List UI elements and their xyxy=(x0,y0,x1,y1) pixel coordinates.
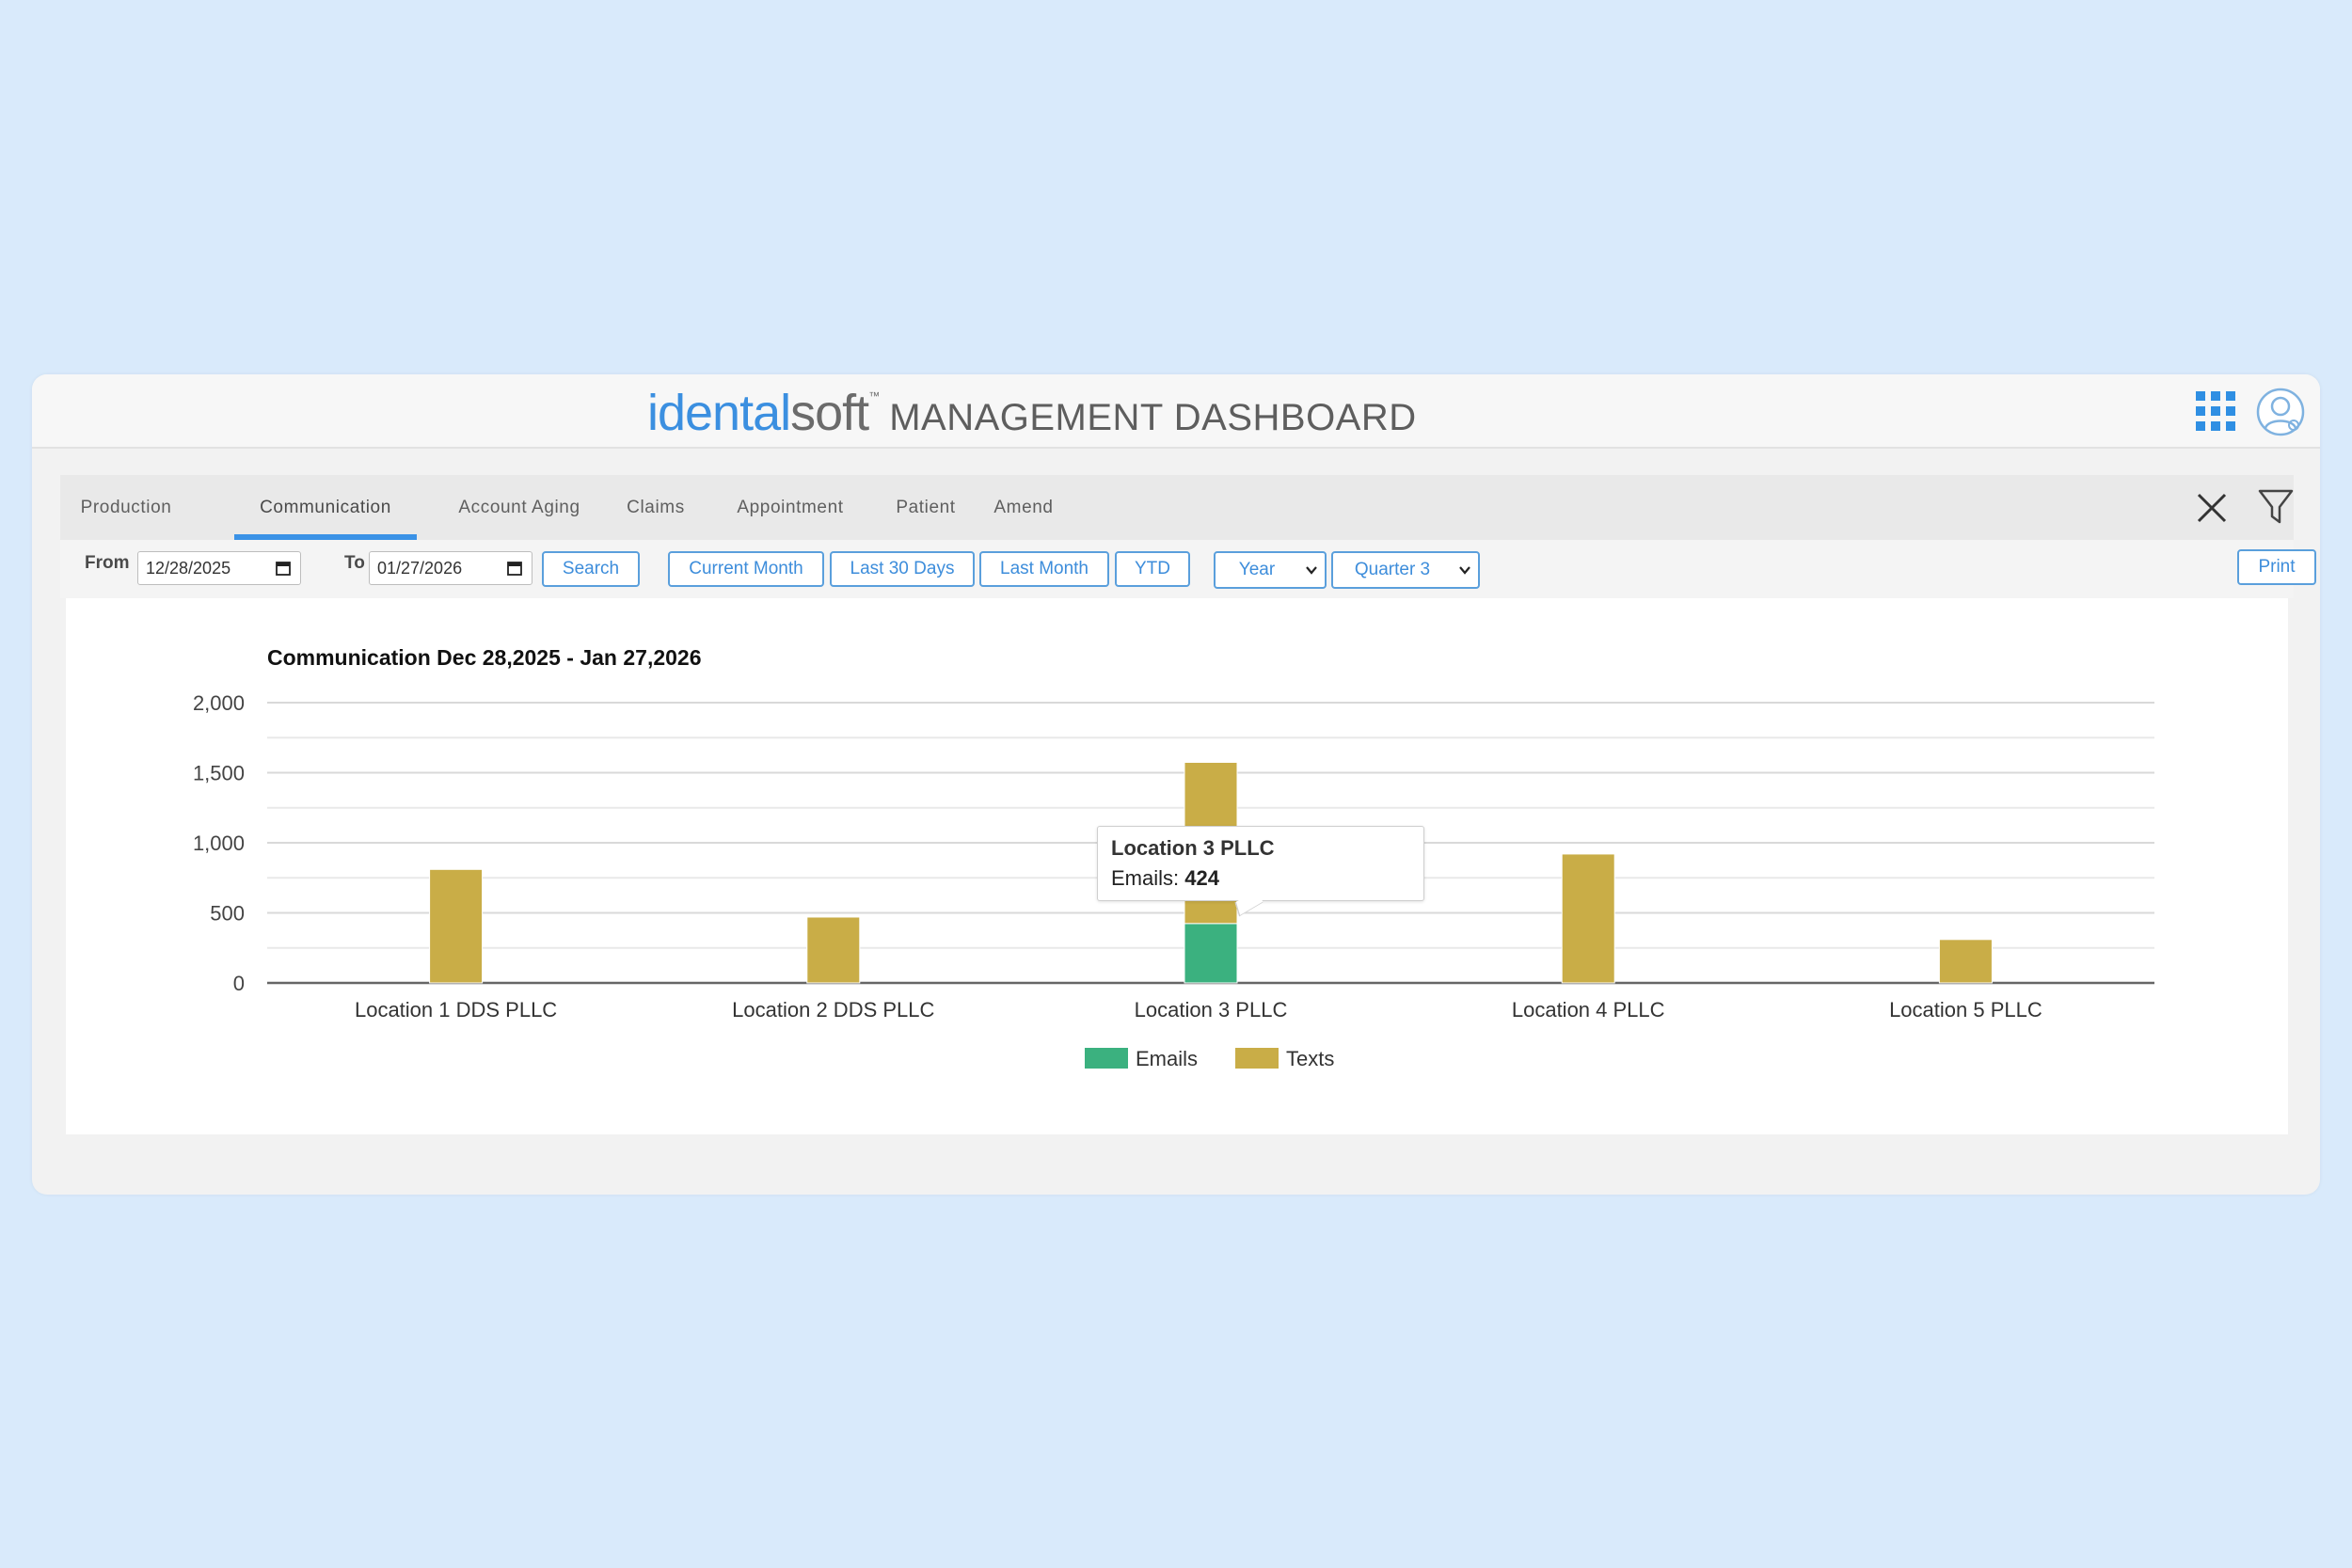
legend-swatch xyxy=(1235,1048,1279,1069)
brand-l: l xyxy=(780,385,791,441)
close-icon[interactable] xyxy=(2196,492,2228,524)
quarter-select-value: Quarter 3 xyxy=(1354,560,1431,579)
filter-icon[interactable] xyxy=(2258,488,2294,526)
tab-appointment[interactable]: Appointment xyxy=(737,498,844,517)
chart-tooltip: Location 3 PLLC Emails: 424 xyxy=(1097,826,1424,901)
x-tick-label: Location 3 PLLC xyxy=(1135,998,1288,1022)
tab-amend[interactable]: Amend xyxy=(993,498,1054,517)
year-select[interactable]: Year xyxy=(1214,551,1327,589)
tooltip-value: 424 xyxy=(1184,866,1219,890)
tab-production[interactable]: Production xyxy=(80,498,172,517)
filter-toolbar: From 12/28/2025 To 01/27/2026 Search Cur… xyxy=(60,540,2316,598)
communication-bar-chart: 0 500 1,000 1,500 2,000 Location 1 DDS PLLC Lo… xyxy=(193,691,2154,1070)
from-label: From xyxy=(85,553,130,573)
y-tick-label: 500 xyxy=(210,902,245,926)
tab-patient[interactable]: Patient xyxy=(896,498,956,517)
x-tick-label: Location 2 DDS PLLC xyxy=(732,998,934,1022)
apps-grid-icon[interactable] xyxy=(2196,391,2235,431)
current-month-button[interactable]: Current Month xyxy=(668,551,824,587)
to-label: To xyxy=(344,553,365,573)
app-header: identa l soft ™ MANAGEMENT DASHBOARD xyxy=(32,374,2320,449)
to-date-value: 01/27/2026 xyxy=(377,559,463,578)
chart-title: Communication Dec 28,2025 - Jan 27,2026 xyxy=(267,645,702,670)
y-tick-label: 2,000 xyxy=(193,691,245,715)
chevron-down-icon xyxy=(1459,566,1470,575)
chart-panel: Communication Dec 28,2025 - Jan 27,2026 … xyxy=(66,598,2288,1134)
chevron-down-icon xyxy=(1306,566,1317,575)
calendar-icon[interactable] xyxy=(276,561,291,576)
print-button[interactable]: Print xyxy=(2237,549,2316,585)
ytd-button[interactable]: YTD xyxy=(1115,551,1190,587)
calendar-icon[interactable] xyxy=(507,561,522,576)
bar-texts xyxy=(1561,853,1615,984)
tab-bar: Production Communication Account Aging C… xyxy=(60,475,2294,540)
from-date-field[interactable]: 12/28/2025 xyxy=(137,551,301,585)
x-tick-label: Location 5 PLLC xyxy=(1889,998,2042,1022)
bar-texts xyxy=(1938,939,1993,984)
y-tick-label: 0 xyxy=(233,972,245,995)
bar-texts xyxy=(429,868,484,984)
page-title: MANAGEMENT DASHBOARD xyxy=(889,397,1417,438)
legend-swatch xyxy=(1085,1048,1128,1069)
tooltip-title: Location 3 PLLC xyxy=(1111,836,1275,860)
x-tick-label: Location 4 PLLC xyxy=(1512,998,1665,1022)
tab-account-aging[interactable]: Account Aging xyxy=(458,498,580,517)
from-date-value: 12/28/2025 xyxy=(146,559,231,578)
user-avatar-icon[interactable] xyxy=(2256,388,2305,436)
app-logo: identa l soft ™ MANAGEMENT DASHBOARD xyxy=(647,384,1417,441)
app-window: identa l soft ™ MANAGEMENT DASHBOARD Product… xyxy=(32,374,2320,1195)
tooltip-line: Emails: 424 xyxy=(1111,866,1219,890)
legend-label: Emails xyxy=(1136,1047,1198,1070)
last-month-button[interactable]: Last Month xyxy=(979,551,1109,587)
tab-claims[interactable]: Claims xyxy=(627,498,685,517)
x-tick-label: Location 1 DDS PLLC xyxy=(355,998,557,1022)
tab-communication[interactable]: Communication xyxy=(234,475,417,540)
last-30-days-button[interactable]: Last 30 Days xyxy=(830,551,975,587)
bar-emails xyxy=(1184,923,1238,984)
bar-texts xyxy=(806,916,861,984)
to-date-field[interactable]: 01/27/2026 xyxy=(369,551,532,585)
brand-trademark: ™ xyxy=(868,389,881,403)
y-tick-label: 1,000 xyxy=(193,832,245,855)
y-tick-label: 1,500 xyxy=(193,762,245,785)
brand-soft: soft xyxy=(790,385,869,441)
year-select-value: Year xyxy=(1238,560,1276,579)
tooltip-series: Emails xyxy=(1111,866,1174,890)
brand-identa: identa xyxy=(647,385,781,441)
quarter-select[interactable]: Quarter 3 xyxy=(1331,551,1480,589)
search-button[interactable]: Search xyxy=(542,551,640,587)
legend-label: Texts xyxy=(1286,1047,1334,1070)
